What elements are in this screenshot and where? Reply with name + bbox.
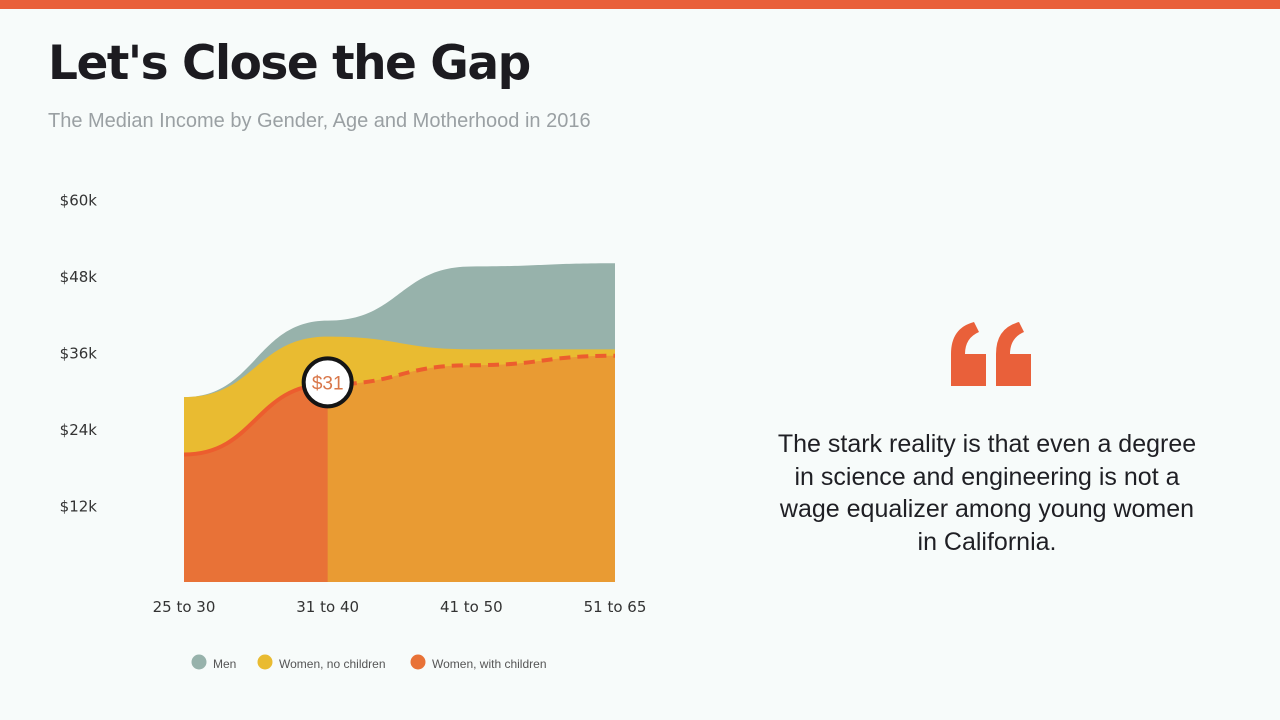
page-subtitle: The Median Income by Gender, Age and Mot… [48, 110, 591, 132]
legend-swatch-women-with-children [410, 654, 426, 670]
quote-text: The stark reality is that even a degree … [777, 430, 1197, 556]
x-tick-label: 25 to 30 [153, 598, 216, 616]
quote-icon [946, 320, 1038, 395]
y-tick-label: $60k [60, 192, 98, 210]
x-tick-label: 51 to 65 [584, 598, 647, 616]
callout-label: $31 [312, 373, 344, 394]
legend-swatch-women-no-children [257, 654, 273, 670]
page-title: Let's Close the Gap [48, 36, 531, 91]
legend-label-men: Men [213, 657, 236, 671]
y-tick-label: $36k [60, 345, 98, 363]
y-tick-label: $48k [60, 268, 98, 286]
y-tick-label: $24k [60, 421, 98, 439]
line-women-with-children-dashed [327, 353, 616, 387]
legend-label-women-no-children: Women, no children [279, 657, 386, 671]
legend-swatch-men [191, 654, 207, 670]
x-tick-label: 31 to 40 [296, 598, 359, 616]
legend-label-women-with-children: Women, with children [432, 657, 547, 671]
area-women-with-children [184, 384, 328, 582]
x-tick-label: 41 to 50 [440, 598, 503, 616]
callout-bubble [301, 356, 354, 409]
top-accent-bar [0, 0, 1280, 9]
y-tick-label: $12k [60, 498, 98, 516]
